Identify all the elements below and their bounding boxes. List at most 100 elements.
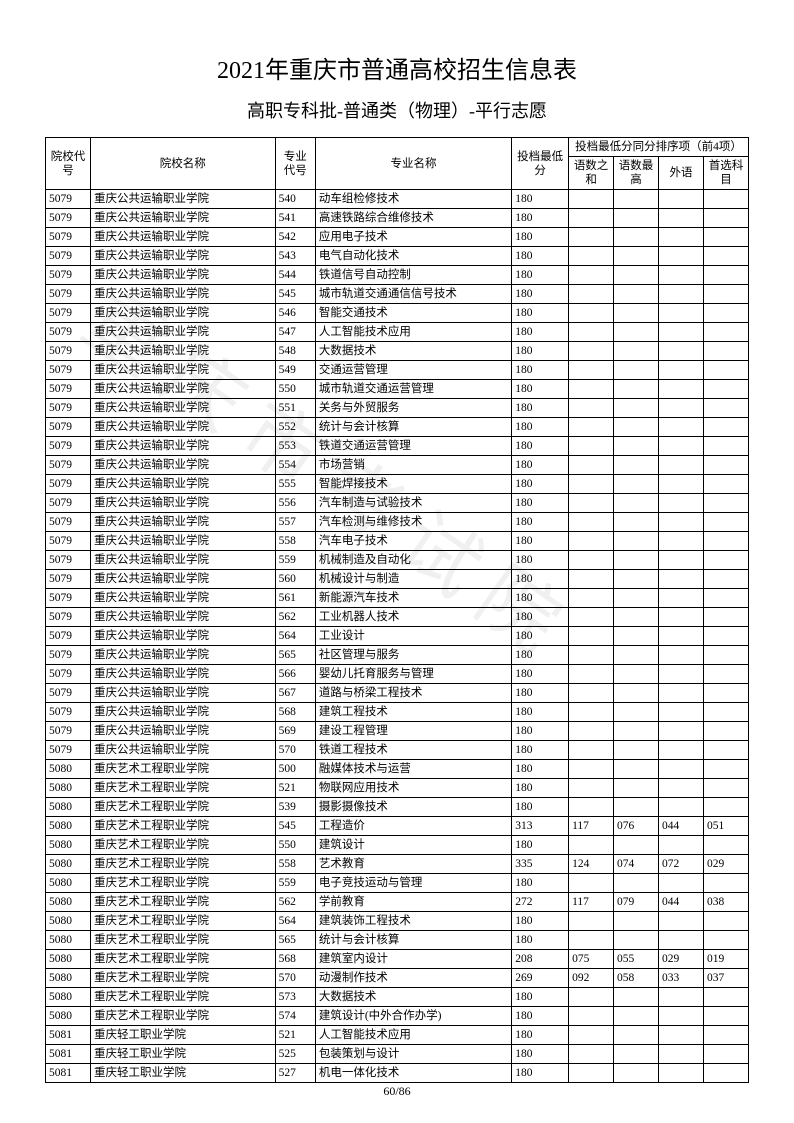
table-cell: 180 [512, 1064, 569, 1083]
table-cell: 180 [512, 589, 569, 608]
table-cell [569, 1007, 614, 1026]
table-cell: 540 [275, 190, 315, 209]
table-cell: 5079 [46, 247, 91, 266]
table-cell [703, 513, 748, 532]
table-cell: 180 [512, 608, 569, 627]
table-row: 5079重庆公共运输职业学院546智能交通技术180 [46, 304, 749, 323]
admission-table: 院校代号 院校名称 专业代号 专业名称 投档最低分 投档最低分同分排序项（前4项… [45, 137, 749, 1083]
table-cell [659, 646, 704, 665]
table-cell: 5079 [46, 551, 91, 570]
table-row: 5079重庆公共运输职业学院554市场营销180 [46, 456, 749, 475]
table-cell: 019 [703, 950, 748, 969]
table-cell [659, 608, 704, 627]
table-cell [569, 874, 614, 893]
table-cell: 570 [275, 969, 315, 988]
table-cell: 038 [703, 893, 748, 912]
table-cell [659, 722, 704, 741]
table-cell [703, 190, 748, 209]
table-cell [569, 380, 614, 399]
table-cell: 重庆公共运输职业学院 [90, 209, 275, 228]
table-row: 5080重庆艺术工程职业学院521物联网应用技术180 [46, 779, 749, 798]
table-cell: 079 [614, 893, 659, 912]
table-cell [703, 665, 748, 684]
table-cell: 重庆公共运输职业学院 [90, 703, 275, 722]
table-cell: 5079 [46, 494, 91, 513]
table-cell [569, 627, 614, 646]
table-cell [614, 760, 659, 779]
page-number: 60/86 [0, 1084, 794, 1099]
table-cell: 高速铁路综合维修技术 [315, 209, 511, 228]
header-sort-group: 投档最低分同分排序项（前4项） [569, 138, 749, 157]
table-cell [659, 836, 704, 855]
table-row: 5080重庆艺术工程职业学院573大数据技术180 [46, 988, 749, 1007]
table-cell [614, 513, 659, 532]
table-cell: 500 [275, 760, 315, 779]
table-cell [569, 209, 614, 228]
header-sub3: 外语 [659, 157, 704, 190]
table-row: 5079重庆公共运输职业学院559机械制造及自动化180 [46, 551, 749, 570]
header-major-code: 专业代号 [275, 138, 315, 190]
table-row: 5079重庆公共运输职业学院566婴幼儿托育服务与管理180 [46, 665, 749, 684]
table-cell [659, 570, 704, 589]
table-cell: 548 [275, 342, 315, 361]
table-cell [703, 323, 748, 342]
table-cell [703, 342, 748, 361]
table-cell [703, 1045, 748, 1064]
table-cell [569, 494, 614, 513]
table-row: 5080重庆艺术工程职业学院558艺术教育335124074072029 [46, 855, 749, 874]
table-cell: 建筑工程技术 [315, 703, 511, 722]
table-cell: 重庆艺术工程职业学院 [90, 931, 275, 950]
table-cell: 044 [659, 817, 704, 836]
table-cell [703, 722, 748, 741]
table-cell: 180 [512, 190, 569, 209]
table-cell: 521 [275, 779, 315, 798]
table-cell: 180 [512, 399, 569, 418]
table-cell: 5080 [46, 969, 91, 988]
table-cell: 180 [512, 836, 569, 855]
table-row: 5079重庆公共运输职业学院551关务与外贸服务180 [46, 399, 749, 418]
table-cell: 汽车制造与试验技术 [315, 494, 511, 513]
table-row: 5081重庆轻工职业学院525包装策划与设计180 [46, 1045, 749, 1064]
table-cell: 重庆艺术工程职业学院 [90, 779, 275, 798]
table-cell [569, 361, 614, 380]
table-cell [569, 342, 614, 361]
table-cell [659, 589, 704, 608]
document-subtitle: 高职专科批-普通类（物理）-平行志愿 [45, 97, 749, 123]
table-cell: 051 [703, 817, 748, 836]
table-cell: 542 [275, 228, 315, 247]
table-cell [614, 437, 659, 456]
table-cell: 重庆公共运输职业学院 [90, 285, 275, 304]
table-cell: 564 [275, 912, 315, 931]
table-cell: 智能交通技术 [315, 304, 511, 323]
table-row: 5080重庆艺术工程职业学院550建筑设计180 [46, 836, 749, 855]
table-cell [703, 266, 748, 285]
table-cell: 学前教育 [315, 893, 511, 912]
table-cell [703, 304, 748, 323]
table-cell: 029 [703, 855, 748, 874]
table-cell: 180 [512, 551, 569, 570]
table-cell: 重庆公共运输职业学院 [90, 551, 275, 570]
table-cell: 180 [512, 418, 569, 437]
table-cell [659, 399, 704, 418]
table-cell [569, 684, 614, 703]
table-cell: 072 [659, 855, 704, 874]
table-cell [614, 1064, 659, 1083]
table-cell: 重庆艺术工程职业学院 [90, 988, 275, 1007]
table-cell: 5080 [46, 798, 91, 817]
table-row: 5079重庆公共运输职业学院541高速铁路综合维修技术180 [46, 209, 749, 228]
table-cell: 重庆公共运输职业学院 [90, 722, 275, 741]
table-cell [614, 1007, 659, 1026]
table-cell [614, 912, 659, 931]
table-row: 5080重庆艺术工程职业学院570动漫制作技术269092058033037 [46, 969, 749, 988]
table-cell: 工程造价 [315, 817, 511, 836]
table-cell: 5080 [46, 855, 91, 874]
table-cell [614, 608, 659, 627]
table-cell: 5080 [46, 874, 91, 893]
table-cell [703, 228, 748, 247]
table-cell: 570 [275, 741, 315, 760]
table-cell [614, 342, 659, 361]
table-cell [659, 228, 704, 247]
table-cell: 人工智能技术应用 [315, 323, 511, 342]
table-cell: 180 [512, 874, 569, 893]
table-cell [569, 513, 614, 532]
